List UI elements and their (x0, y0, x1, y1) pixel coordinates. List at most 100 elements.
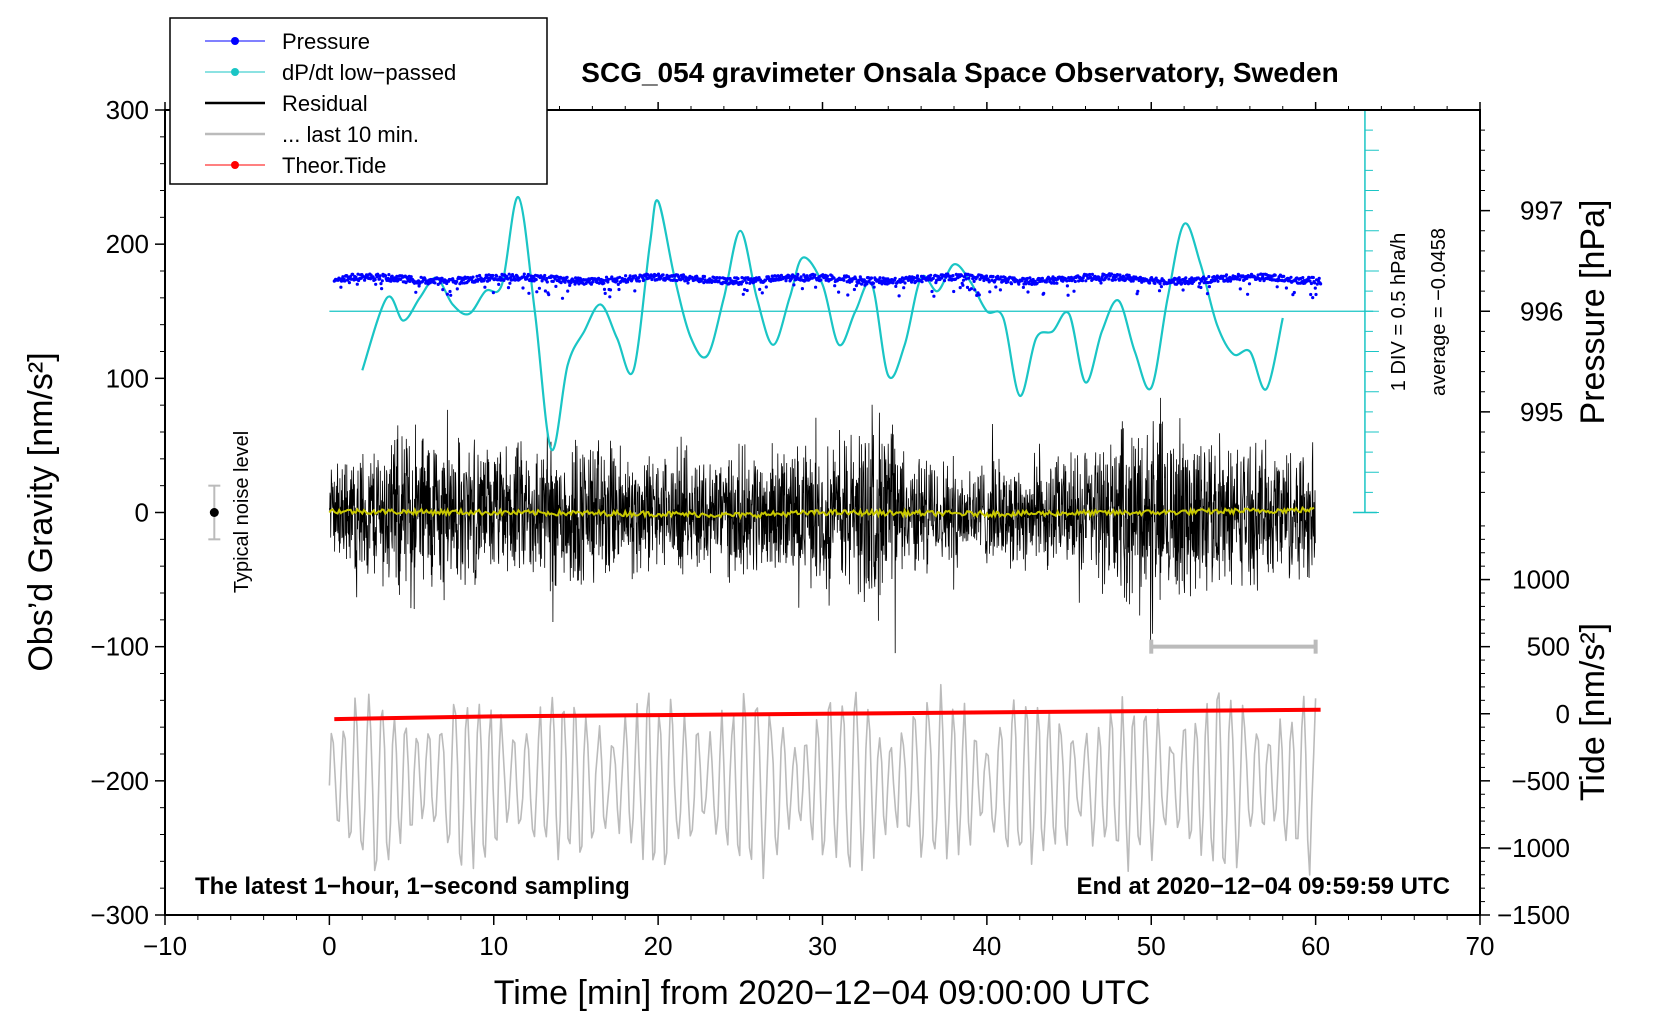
pressure-point (1136, 289, 1140, 293)
pressure-point (1042, 291, 1046, 295)
pressure-point (1307, 276, 1311, 280)
x-axis-label: Time [min] from 2020−12−04 09:00:00 UTC (494, 974, 1150, 1012)
pressure-point (633, 274, 638, 278)
pressure-point (1100, 275, 1104, 279)
pressure-point (642, 278, 646, 282)
pressure-point (1273, 273, 1277, 277)
pressure-point (1009, 282, 1014, 286)
pressure-point (551, 279, 555, 283)
pressure-point (554, 284, 558, 288)
pressure-point (351, 272, 355, 276)
pressure-point (389, 279, 393, 283)
pressure-point (952, 289, 956, 294)
pressure-point (965, 285, 970, 289)
pressure-point (1090, 272, 1094, 276)
pressure-point (448, 289, 452, 294)
pressure-point (618, 275, 622, 279)
pressure-point (1097, 276, 1101, 280)
pressure-point (343, 279, 347, 283)
pressure-point (507, 272, 511, 276)
pressure-point (960, 274, 964, 278)
pressure-point (1292, 290, 1296, 295)
pressure-point (725, 277, 730, 281)
pressure-point (1080, 279, 1085, 283)
pressure-point (617, 287, 621, 292)
pressure-point (491, 291, 495, 295)
pressure-point (608, 295, 612, 299)
pressure-point (833, 284, 837, 288)
footer-left-note: The latest 1−hour, 1−second sampling (195, 873, 630, 900)
pressure-point (1201, 275, 1206, 279)
pressure-point (387, 273, 391, 277)
pressure-point (1181, 288, 1185, 292)
pressure-point (433, 281, 437, 285)
pressure-point (440, 276, 444, 280)
pressure-point (478, 273, 482, 278)
dpdt-scale-label: 1 DIV = 0.5 hPa/h (1388, 233, 1410, 391)
pressure-point (347, 281, 351, 285)
pressure-point (502, 278, 506, 282)
legend-label: dP/dt low−passed (282, 60, 456, 85)
pressure-point (1065, 284, 1069, 288)
pressure-point (1050, 281, 1054, 285)
y-axis-pressure: 997 996 995 (1480, 129, 1563, 493)
pressure-point (717, 279, 721, 283)
pressure-point (602, 287, 607, 291)
pressure-point (1221, 274, 1225, 278)
pressure-point (1282, 274, 1286, 278)
pressure-point (854, 277, 858, 281)
pressure-point (984, 274, 989, 278)
pressure-point (378, 277, 382, 281)
pressure-point (506, 277, 510, 281)
pressure-point (1246, 292, 1250, 296)
x-tick-label: 30 (808, 931, 837, 961)
legend-label: ... last 10 min. (282, 122, 419, 147)
pressure-point (441, 288, 445, 292)
pressure-point (1256, 273, 1260, 277)
pressure-point (537, 286, 542, 290)
y-tick-label: 0 (135, 498, 149, 528)
pressure-point (745, 281, 749, 285)
pressure-point (495, 274, 499, 278)
pressure-point (754, 279, 758, 283)
pressure-point (1207, 285, 1211, 289)
pressure-point (1253, 275, 1257, 279)
y-tick-label: 200 (106, 229, 149, 259)
pressure-point (998, 288, 1003, 292)
pressure-point (969, 287, 974, 291)
chart-title: SCG_054 gravimeter Onsala Space Observat… (581, 57, 1338, 88)
pressure-point (1148, 281, 1152, 285)
pressure-point (814, 285, 818, 289)
pressure-point (1284, 286, 1288, 290)
pressure-point (942, 279, 947, 283)
pressure-point (521, 286, 525, 290)
pressure-point (1204, 277, 1208, 281)
pressure-point (455, 280, 459, 284)
pressure-point (914, 279, 918, 283)
pressure-point (379, 282, 383, 286)
pressure-point (929, 273, 933, 277)
legend-swatch-dot (231, 161, 239, 169)
legend-swatch-dot (231, 37, 239, 45)
pressure-point (355, 282, 359, 286)
pressure-point (458, 276, 463, 280)
pressure-point (893, 276, 897, 280)
pressure-point (1313, 281, 1317, 285)
pressure-point (760, 291, 764, 295)
x-tick-label: 50 (1137, 931, 1166, 961)
pressure-point (837, 290, 841, 294)
y-tick-label: −300 (90, 900, 149, 930)
theoretical-tide-series (334, 707, 1321, 722)
tide-tick-label: −1000 (1497, 833, 1570, 863)
pressure-point (628, 274, 632, 278)
tide-tick-label: −500 (1511, 766, 1570, 796)
pressure-point (1017, 282, 1021, 286)
pressure-point (606, 277, 611, 281)
pressure-point (1184, 276, 1188, 280)
pressure-point (1035, 281, 1039, 285)
pressure-point (606, 280, 610, 284)
pressure-point (792, 283, 796, 287)
pressure-point (409, 275, 413, 279)
pressure-point (566, 289, 570, 293)
pressure-point (608, 288, 613, 292)
